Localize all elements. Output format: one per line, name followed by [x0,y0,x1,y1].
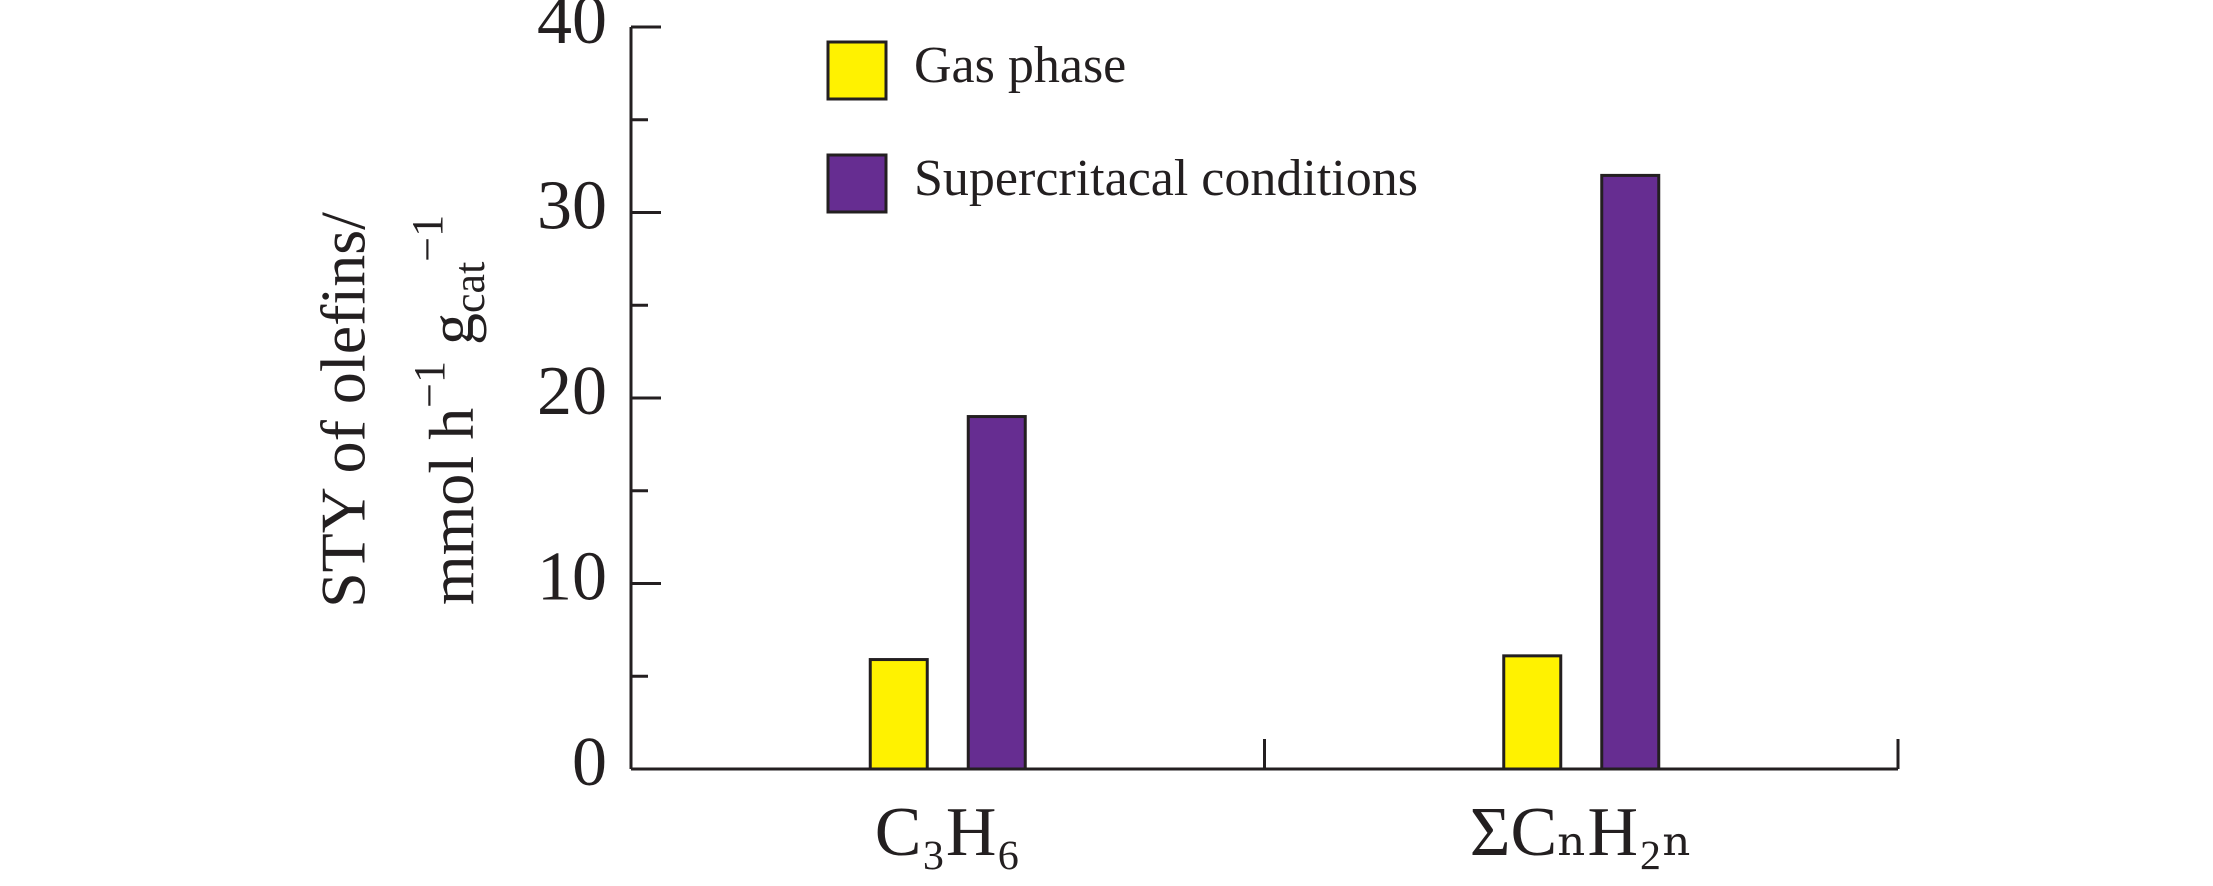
legend-label: Supercritacal conditions [914,150,1418,207]
bar [1600,173,1661,771]
y-axis-unit: mmol h−1 gcat−1 [403,215,494,605]
unit-part: g [416,313,487,361]
legend-label: Gas phase [914,37,1126,94]
x-tick-label: C₃H₆ [875,794,1021,871]
bar [868,658,929,771]
legend-swatch [826,40,888,101]
y-axis-title: STY of olefins/ [308,212,379,608]
x-tick-label: ΣCₙH₂ₙ [1470,794,1693,871]
y-label: STY of olefins/ [308,212,379,608]
unit-sup: −1 [405,361,454,408]
legend-swatch [826,153,888,214]
y-label-unit: mmol h−1 gcat−1 [403,215,494,605]
y-tick-label: 10 [537,539,607,616]
unit-sub: cat [445,262,494,313]
unit-sup: −1 [403,215,452,262]
unit-part: mmol h [416,408,487,605]
bar [1502,654,1563,771]
y-tick-label: 30 [537,168,607,245]
bar [966,415,1027,771]
y-tick-label: 20 [537,353,607,430]
y-tick-label: 0 [572,724,607,801]
y-tick-label: 40 [537,0,607,59]
